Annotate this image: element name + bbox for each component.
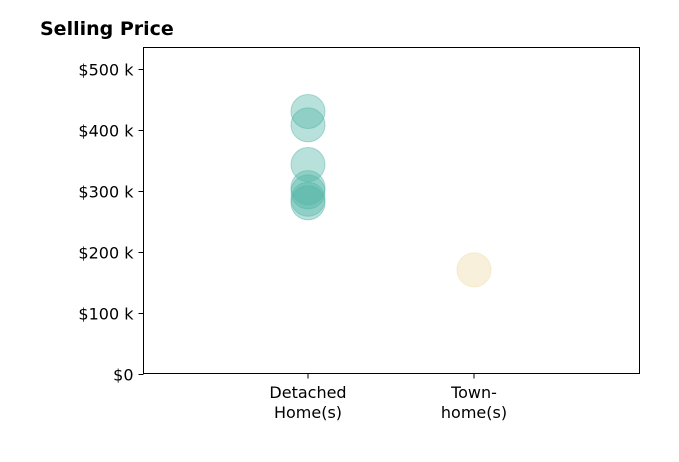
data-point xyxy=(290,174,326,210)
data-point xyxy=(290,185,326,221)
y-tick-label: $300 k xyxy=(78,183,134,202)
data-point xyxy=(456,252,492,288)
x-tick-label: Town- xyxy=(450,383,497,402)
data-point xyxy=(290,181,326,217)
y-tick-label: $0 xyxy=(113,366,133,385)
y-tick-label: $400 k xyxy=(78,122,134,141)
data-point xyxy=(290,107,326,143)
data-point xyxy=(290,146,326,182)
y-tick-label: $500 k xyxy=(78,61,134,80)
y-tick-label: $100 k xyxy=(78,305,134,324)
chart-title: Selling Price xyxy=(40,18,174,40)
data-point xyxy=(290,93,326,129)
y-axis: $0 $100 k $200 k $300 k $400 k $500 k xyxy=(78,61,144,385)
x-tick-label: Detached xyxy=(269,383,346,402)
y-tick-label: $200 k xyxy=(78,244,134,263)
data-point xyxy=(290,170,326,206)
x-tick-label: home(s) xyxy=(441,403,507,422)
data-points xyxy=(290,93,492,288)
x-tick-label: Home(s) xyxy=(274,403,342,422)
plot-frame xyxy=(143,47,640,374)
